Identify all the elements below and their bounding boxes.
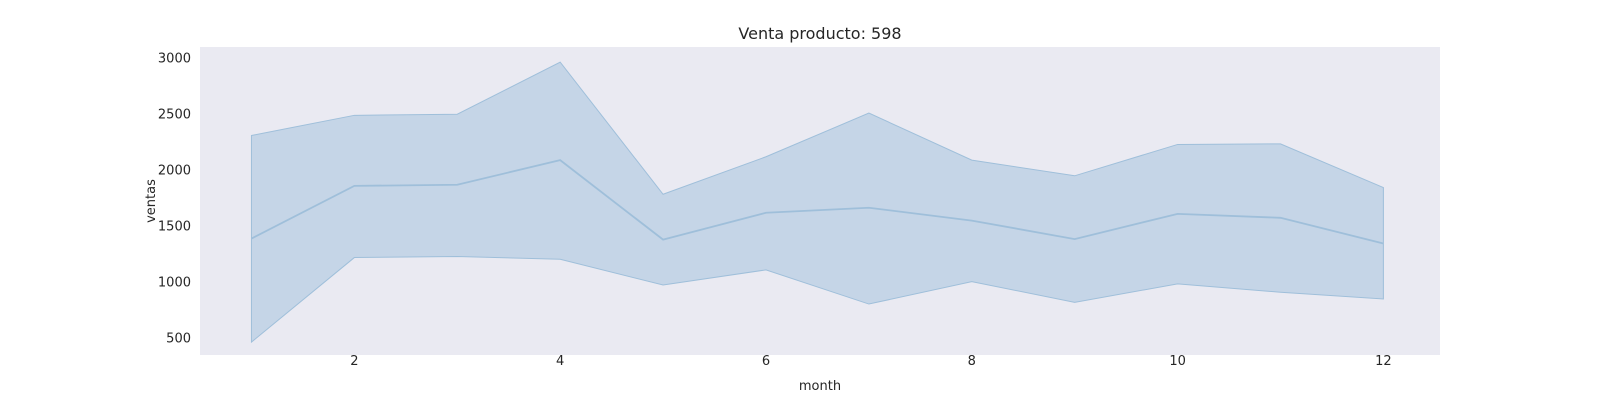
data-point <box>249 237 253 241</box>
chart-marks <box>249 61 1385 344</box>
series-line <box>251 159 1384 245</box>
data-point <box>764 211 768 215</box>
data-point <box>455 183 459 187</box>
x-axis: 2 4 6 8 10 12 <box>350 354 1391 369</box>
data-point <box>558 158 562 162</box>
y-axis-label: ventas <box>144 179 159 223</box>
data-point <box>867 206 871 210</box>
y-tick-label: 1500 <box>158 220 191 235</box>
x-tick-label: 4 <box>556 354 564 369</box>
x-tick-label: 12 <box>1375 354 1392 369</box>
data-point <box>1176 212 1180 216</box>
data-point <box>970 219 974 223</box>
y-tick-label: 1000 <box>158 276 191 291</box>
data-point <box>661 238 665 242</box>
x-axis-label: month <box>799 379 841 394</box>
x-tick-label: 8 <box>968 354 976 369</box>
y-tick-label: 500 <box>166 332 191 347</box>
x-tick-label: 2 <box>350 354 358 369</box>
y-tick-label: 2000 <box>158 164 191 179</box>
data-point <box>1073 237 1077 241</box>
data-point <box>1279 216 1283 220</box>
y-tick-label: 2500 <box>158 108 191 123</box>
data-point <box>352 184 356 188</box>
x-tick-label: 10 <box>1169 354 1186 369</box>
confidence-band <box>250 61 1384 344</box>
y-axis: 500 1000 1500 2000 2500 3000 <box>158 52 191 347</box>
x-tick-label: 6 <box>762 354 770 369</box>
data-point <box>1381 242 1385 246</box>
chart-title: Venta producto: 598 <box>738 24 901 43</box>
y-tick-label: 3000 <box>158 52 191 67</box>
